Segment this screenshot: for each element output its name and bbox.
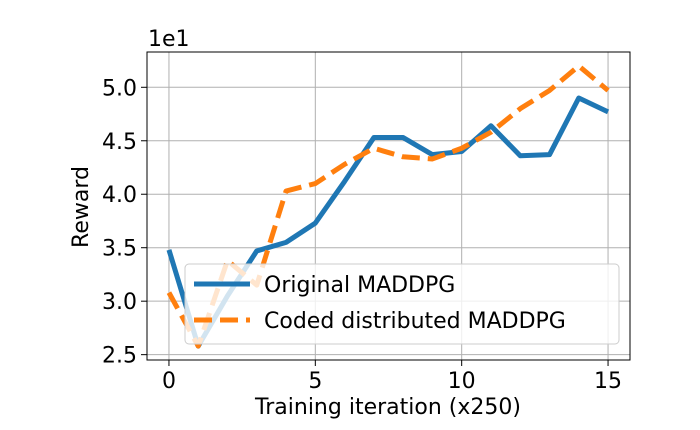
y-tick-label: 4.0: [102, 183, 137, 208]
x-tick-label: 15: [594, 369, 622, 394]
y-axis: 2.5 3.0 3.5 4.0 4.5 5.0: [102, 76, 147, 369]
x-axis-label: Training iteration (x250): [254, 395, 521, 420]
legend-box: [184, 263, 620, 345]
y-scale-label: 1e1: [148, 27, 190, 52]
x-tick-label: 5: [308, 369, 322, 394]
y-tick-label: 4.5: [102, 130, 137, 155]
x-tick-label: 10: [448, 369, 476, 394]
legend-label-original-maddpg: Original MADDPG: [264, 273, 455, 298]
plot-frame: [146, 51, 631, 361]
y-tick-label: 3.0: [102, 290, 137, 315]
y-axis-label: Reward: [69, 166, 94, 248]
x-tick-label: 0: [162, 369, 176, 394]
y-tick-label: 5.0: [102, 76, 137, 101]
y-tick-label: 3.5: [102, 237, 137, 262]
y-tick-label: 2.5: [102, 344, 137, 369]
x-axis: 0 5 10 15: [162, 360, 622, 394]
legend-label-coded-distributed-maddpg: Coded distributed MADDPG: [264, 309, 566, 334]
legend: Original MADDPG Coded distributed MADDPG: [184, 263, 620, 345]
